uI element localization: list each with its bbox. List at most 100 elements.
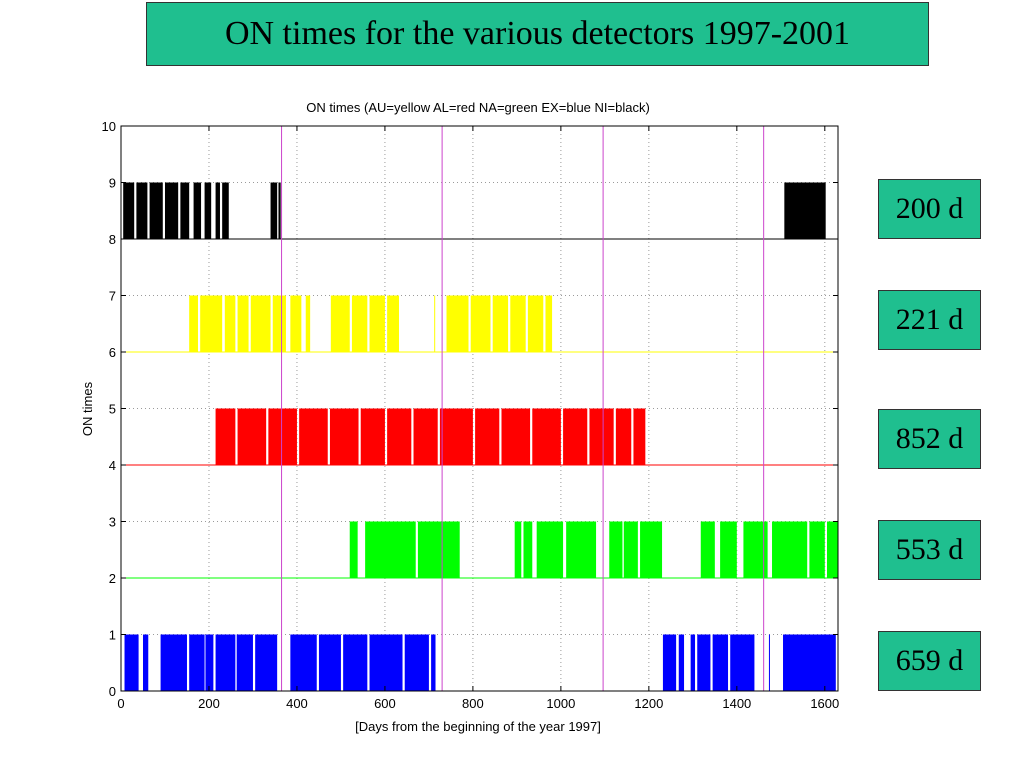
x-tick-label: 1600 <box>810 696 839 711</box>
on-interval-bar <box>566 521 597 578</box>
on-interval-bar <box>299 408 328 465</box>
on-interval-bar <box>136 182 148 239</box>
on-interval-bar <box>250 295 271 352</box>
on-interval-bar <box>413 408 438 465</box>
x-tick-label: 1000 <box>546 696 575 711</box>
on-interval-bar <box>404 634 429 691</box>
x-tick-label: 0 <box>117 696 124 711</box>
y-tick-label: 9 <box>109 176 116 191</box>
y-tick-label: 1 <box>109 628 116 643</box>
on-interval-bar <box>272 295 286 352</box>
on-interval-bar <box>318 634 341 691</box>
on-interval-bar <box>193 182 202 239</box>
x-tick-label: 200 <box>198 696 220 711</box>
on-interval-bar <box>633 408 646 465</box>
on-interval-bar <box>278 182 281 239</box>
on-interval-bar <box>536 521 564 578</box>
on-interval-bar <box>640 521 663 578</box>
on-interval-bar <box>615 408 632 465</box>
on-interval-bar <box>204 182 212 239</box>
badge-ni: 200 d <box>878 179 981 239</box>
on-interval-bar <box>305 295 311 352</box>
series-ex <box>121 634 838 692</box>
on-interval-bar <box>470 295 491 352</box>
on-interval-bar <box>164 182 179 239</box>
badge-na: 659 d <box>878 631 981 691</box>
on-interval-bar <box>369 295 385 352</box>
on-interval-bar <box>200 295 223 352</box>
on-interval-bar <box>623 521 638 578</box>
series-al <box>121 408 838 466</box>
on-interval-bar <box>360 408 385 465</box>
x-axis-label: [Days from the beginning of the year 199… <box>355 719 601 734</box>
on-interval-bar <box>783 634 836 691</box>
on-interval-bar <box>492 295 509 352</box>
on-interval-bar <box>514 521 522 578</box>
on-interval-bar <box>700 521 715 578</box>
y-tick-label: 10 <box>102 119 116 134</box>
on-interval-bar <box>712 634 729 691</box>
series-na <box>121 521 838 579</box>
series-au <box>121 295 838 353</box>
on-interval-bar <box>387 408 412 465</box>
on-interval-bar <box>237 408 267 465</box>
on-interval-bar <box>290 634 317 691</box>
on-interval-bar <box>730 634 755 691</box>
on-interval-bar <box>545 295 553 352</box>
on-interval-bar <box>215 634 236 691</box>
chart-title: ON times (AU=yellow AL=red NA=green EX=b… <box>306 100 650 115</box>
x-tick-label: 1400 <box>722 696 751 711</box>
on-interval-bar <box>446 295 469 352</box>
badge-ex: 553 d <box>878 520 981 580</box>
y-tick-label: 8 <box>109 232 116 247</box>
on-interval-bar <box>189 634 205 691</box>
slide-title: ON times for the various detectors 1997-… <box>146 2 929 66</box>
on-interval-bar <box>772 521 808 578</box>
on-interval-bar <box>343 634 368 691</box>
year-markers <box>281 126 765 691</box>
y-axis-label: ON times <box>80 381 95 436</box>
x-tick-label: 1200 <box>634 696 663 711</box>
on-interval-bar <box>215 408 236 465</box>
badge-al: 852 d <box>878 409 981 469</box>
on-interval-bar <box>827 521 838 578</box>
on-interval-bar <box>434 295 436 352</box>
on-interval-bar <box>365 521 416 578</box>
on-interval-bar <box>609 521 623 578</box>
on-interval-bar <box>523 521 533 578</box>
y-tick-label: 7 <box>109 289 116 304</box>
y-tick-label: 5 <box>109 402 116 417</box>
on-interval-bar <box>662 634 677 691</box>
on-interval-bar <box>589 408 614 465</box>
on-interval-bar <box>268 408 297 465</box>
y-tick-label: 2 <box>109 571 116 586</box>
on-interval-bar <box>563 408 588 465</box>
on-interval-bar <box>501 408 531 465</box>
on-interval-bar <box>160 634 187 691</box>
on-interval-bar <box>205 634 214 691</box>
on-interval-bar <box>369 634 403 691</box>
on-interval-bar <box>510 295 526 352</box>
on-interval-bar <box>431 634 436 691</box>
x-tick-label: 800 <box>462 696 484 711</box>
on-interval-bar <box>149 182 163 239</box>
on-interval-bar <box>768 634 770 691</box>
y-tick-label: 4 <box>109 458 116 473</box>
on-interval-bar <box>417 521 460 578</box>
on-interval-bar <box>532 408 561 465</box>
on-interval-bar <box>475 408 500 465</box>
on-interval-bar <box>690 634 696 691</box>
badge-au: 221 d <box>878 290 981 350</box>
y-tick-label: 0 <box>109 684 116 699</box>
on-interval-bar <box>697 634 711 691</box>
on-interval-bar <box>351 295 368 352</box>
on-interval-bar <box>270 182 278 239</box>
series-ni <box>121 182 838 240</box>
on-interval-bar <box>784 182 826 239</box>
on-interval-bar <box>180 182 190 239</box>
on-interval-bar <box>215 182 220 239</box>
on-interval-bar <box>236 634 253 691</box>
x-tick-label: 400 <box>286 696 308 711</box>
on-interval-bar <box>290 295 302 352</box>
